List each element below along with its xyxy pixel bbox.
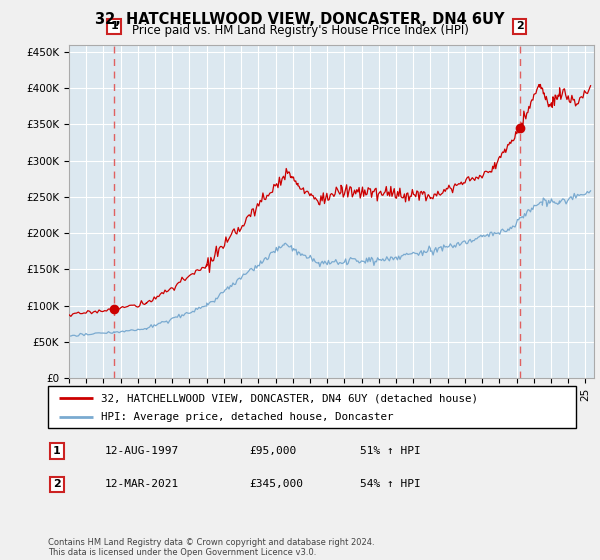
Text: 1: 1 [110, 21, 118, 31]
Text: HPI: Average price, detached house, Doncaster: HPI: Average price, detached house, Donc… [101, 412, 394, 422]
Text: 54% ↑ HPI: 54% ↑ HPI [360, 479, 421, 489]
Text: 1: 1 [53, 446, 61, 456]
Text: 51% ↑ HPI: 51% ↑ HPI [360, 446, 421, 456]
Text: £95,000: £95,000 [249, 446, 296, 456]
FancyBboxPatch shape [48, 386, 576, 428]
Text: 2: 2 [516, 21, 524, 31]
Text: 32, HATCHELLWOOD VIEW, DONCASTER, DN4 6UY: 32, HATCHELLWOOD VIEW, DONCASTER, DN4 6U… [95, 12, 505, 27]
Text: 32, HATCHELLWOOD VIEW, DONCASTER, DN4 6UY (detached house): 32, HATCHELLWOOD VIEW, DONCASTER, DN4 6U… [101, 393, 478, 403]
Text: 2: 2 [53, 479, 61, 489]
Text: £345,000: £345,000 [249, 479, 303, 489]
Text: 12-MAR-2021: 12-MAR-2021 [105, 479, 179, 489]
Text: Price paid vs. HM Land Registry's House Price Index (HPI): Price paid vs. HM Land Registry's House … [131, 24, 469, 36]
Text: 12-AUG-1997: 12-AUG-1997 [105, 446, 179, 456]
Text: Contains HM Land Registry data © Crown copyright and database right 2024.
This d: Contains HM Land Registry data © Crown c… [48, 538, 374, 557]
